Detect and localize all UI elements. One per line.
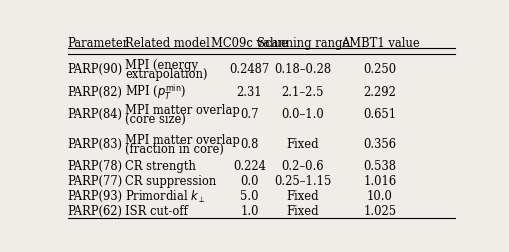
Text: 2.1–2.5: 2.1–2.5 [281, 85, 324, 98]
Text: 0.224: 0.224 [233, 160, 265, 173]
Text: Fixed: Fixed [286, 137, 319, 150]
Text: 2.292: 2.292 [363, 85, 395, 98]
Text: MPI matter overlap: MPI matter overlap [125, 103, 239, 116]
Text: Primordial $k_{\perp}$: Primordial $k_{\perp}$ [125, 188, 206, 204]
Text: PARP(93): PARP(93) [68, 190, 123, 203]
Text: 0.250: 0.250 [363, 63, 395, 76]
Text: 1.025: 1.025 [363, 205, 395, 217]
Text: Fixed: Fixed [286, 205, 319, 217]
Text: Fixed: Fixed [286, 190, 319, 203]
Text: 0.2487: 0.2487 [229, 63, 269, 76]
Text: Scanning range: Scanning range [256, 37, 348, 50]
Text: 0.0: 0.0 [240, 175, 258, 188]
Text: 0.651: 0.651 [363, 108, 395, 121]
Text: MPI matter overlap: MPI matter overlap [125, 133, 239, 146]
Text: 0.8: 0.8 [240, 137, 258, 150]
Text: 0.0–1.0: 0.0–1.0 [281, 108, 324, 121]
Text: 10.0: 10.0 [366, 190, 392, 203]
Text: extrapolation): extrapolation) [125, 67, 207, 80]
Text: 2.31: 2.31 [236, 85, 262, 98]
Text: Parameter: Parameter [68, 37, 129, 50]
Text: Related model: Related model [125, 37, 210, 50]
Text: (fraction in core): (fraction in core) [125, 142, 223, 155]
Text: 1.016: 1.016 [363, 175, 395, 188]
Text: PARP(90): PARP(90) [68, 63, 123, 76]
Text: PARP(83): PARP(83) [68, 137, 123, 150]
Text: 0.356: 0.356 [363, 137, 395, 150]
Text: PARP(62): PARP(62) [68, 205, 123, 217]
Text: MPI (energy: MPI (energy [125, 58, 197, 71]
Text: AMBT1 value: AMBT1 value [340, 37, 418, 50]
Text: ISR cut-off: ISR cut-off [125, 205, 187, 217]
Text: 0.7: 0.7 [240, 108, 258, 121]
Text: 0.18–0.28: 0.18–0.28 [274, 63, 331, 76]
Text: 5.0: 5.0 [240, 190, 258, 203]
Text: 0.25–1.15: 0.25–1.15 [274, 175, 331, 188]
Text: CR suppression: CR suppression [125, 175, 216, 188]
Text: CR strength: CR strength [125, 160, 195, 173]
Text: MPI ($p_T^{\mathrm{min}}$): MPI ($p_T^{\mathrm{min}}$) [125, 82, 186, 101]
Text: PARP(78): PARP(78) [68, 160, 123, 173]
Text: MC09c value: MC09c value [211, 37, 288, 50]
Text: 0.2–0.6: 0.2–0.6 [281, 160, 324, 173]
Text: (core size): (core size) [125, 112, 185, 125]
Text: PARP(84): PARP(84) [68, 108, 123, 121]
Text: PARP(82): PARP(82) [68, 85, 123, 98]
Text: 1.0: 1.0 [240, 205, 258, 217]
Text: PARP(77): PARP(77) [68, 175, 123, 188]
Text: 0.538: 0.538 [363, 160, 395, 173]
